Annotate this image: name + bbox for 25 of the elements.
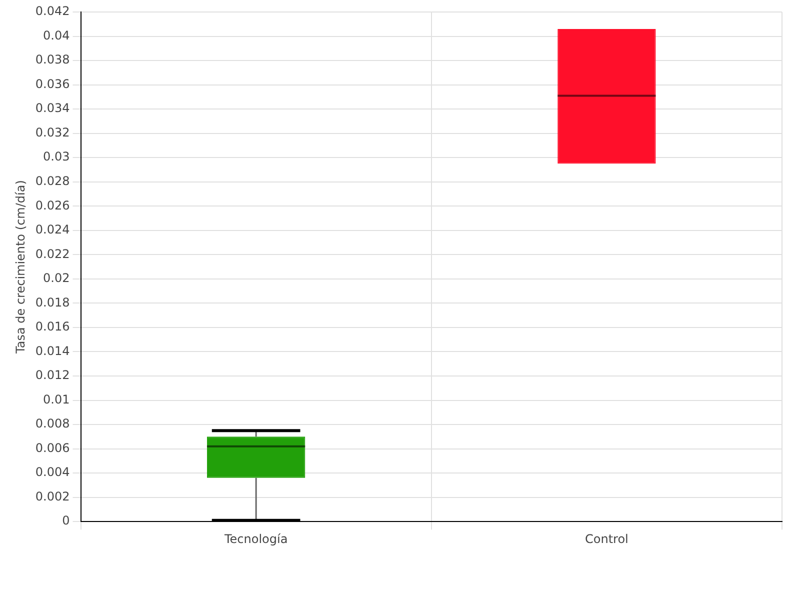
y-tick-label: 0.038 — [35, 52, 70, 67]
y-tick-label: 0.042 — [35, 4, 70, 18]
x-tick-label: Tecnología — [223, 532, 288, 546]
y-tick-label: 0.002 — [35, 489, 70, 504]
x-tick-label: Control — [584, 532, 628, 546]
y-tick-label: 0.034 — [35, 101, 70, 116]
y-tick-label: 0.03 — [43, 150, 70, 164]
y-tick-label: 0.006 — [35, 440, 70, 455]
y-tick-label: 0 — [62, 514, 70, 528]
y-tick-label: 0.02 — [43, 271, 70, 286]
y-tick-label: 0.012 — [35, 368, 70, 382]
y-tick-label: 0.024 — [35, 222, 70, 237]
y-axis-title: Tasa de crecimiento (cm/día) — [13, 180, 28, 354]
y-tick-label: 0.014 — [35, 344, 70, 358]
y-tick-label: 0.018 — [35, 295, 70, 310]
y-tick-label: 0.036 — [35, 76, 70, 91]
y-tick-label: 0.01 — [43, 392, 70, 406]
y-tick-label: 0.008 — [35, 416, 70, 431]
y-tick-label: 0.028 — [35, 174, 70, 188]
y-tick-label: 0.032 — [35, 125, 70, 140]
y-tick-label: 0.026 — [35, 198, 70, 212]
y-tick-label: 0.004 — [35, 465, 70, 480]
y-tick-label: 0.016 — [35, 320, 70, 334]
y-tick-label: 0.04 — [43, 28, 70, 42]
y-tick-label: 0.022 — [35, 246, 70, 261]
